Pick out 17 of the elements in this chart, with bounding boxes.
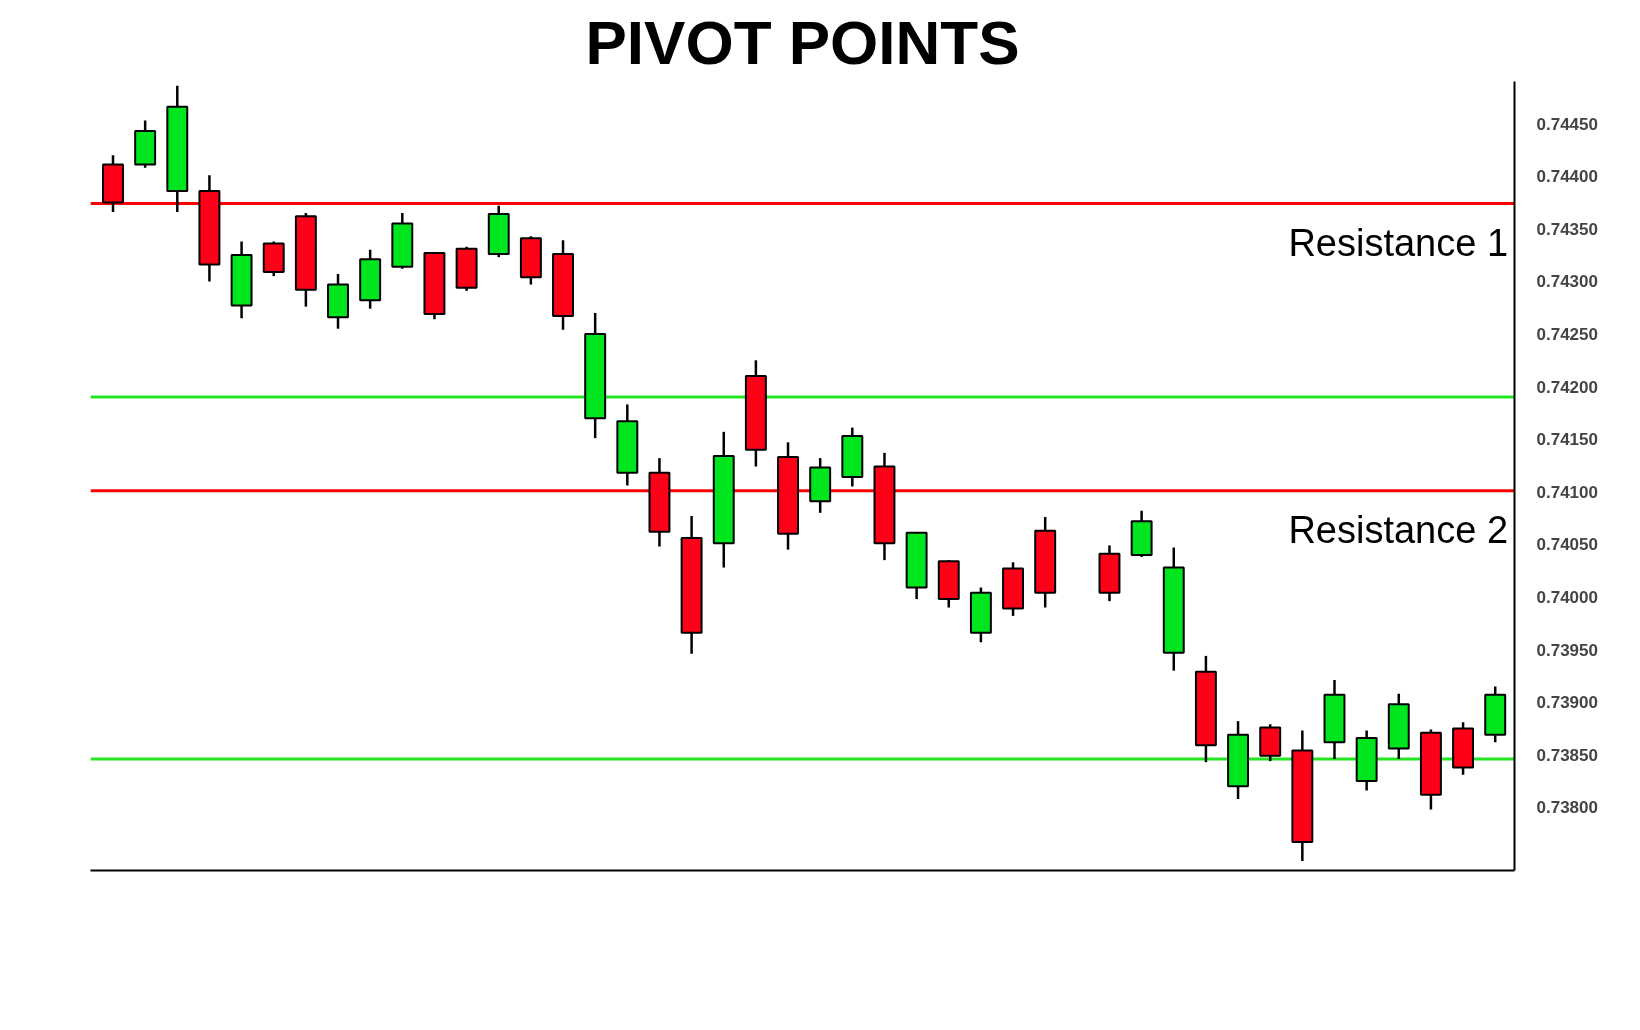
chart-title: PIVOT POINTS [585, 7, 1020, 77]
y-tick-label: 0.73800 [1536, 798, 1598, 818]
y-tick-label: 0.74050 [1536, 535, 1598, 555]
y-tick-label: 0.74200 [1536, 377, 1598, 397]
y-tick-label: 0.74350 [1536, 219, 1598, 239]
y-tick-label: 0.74250 [1536, 324, 1598, 344]
y-tick-label: 0.73850 [1536, 745, 1598, 765]
y-tick-label: 0.73950 [1536, 640, 1598, 660]
y-tick-label: 0.74100 [1536, 482, 1598, 502]
ref-line-label: Resistance 2 [1288, 508, 1509, 551]
ref-line-label: Resistance 1 [1288, 221, 1509, 264]
y-tick-label: 0.74450 [1536, 114, 1598, 134]
y-tick-label: 0.74000 [1536, 587, 1598, 607]
y-tick-label: 0.74400 [1536, 167, 1598, 187]
y-tick-label: 0.74150 [1536, 430, 1598, 450]
y-tick-label: 0.73900 [1536, 693, 1598, 713]
y-tick-label: 0.74300 [1536, 272, 1598, 292]
